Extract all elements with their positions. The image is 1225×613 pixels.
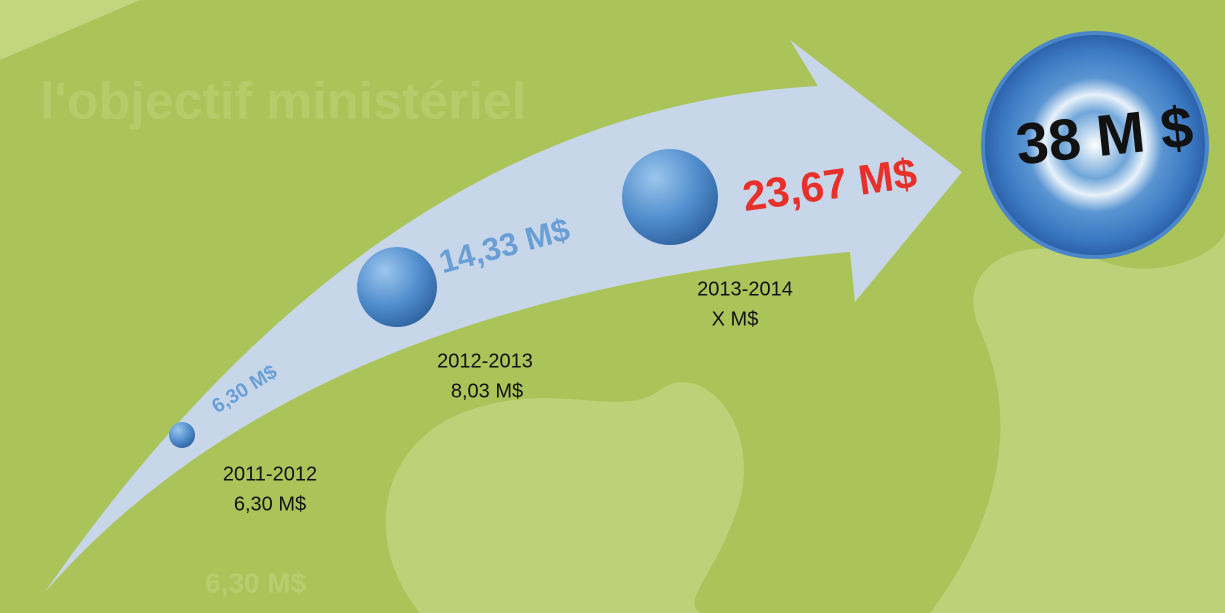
ghost-text: 6,30 M$: [205, 567, 307, 598]
milestone-bubble: [357, 247, 437, 327]
milestone-period: 2013-2014: [697, 278, 793, 300]
milestone-bubble: [622, 149, 718, 245]
page: l'objectif ministériel 6,30 M$ 6,30 M$ 1…: [0, 0, 1225, 613]
milestone-period: 2012-2013: [437, 350, 533, 372]
milestone-amount: 6,30 M$: [234, 493, 306, 515]
milestone-period: 2011-2012: [223, 463, 317, 485]
milestone-amount: X M$: [712, 308, 759, 330]
infographic: l'objectif ministériel 6,30 M$ 6,30 M$ 1…: [0, 0, 1225, 613]
milestone-amount: 8,03 M$: [451, 380, 523, 402]
background-title: l'objectif ministériel: [40, 73, 526, 131]
milestone-bubble: [169, 422, 195, 448]
